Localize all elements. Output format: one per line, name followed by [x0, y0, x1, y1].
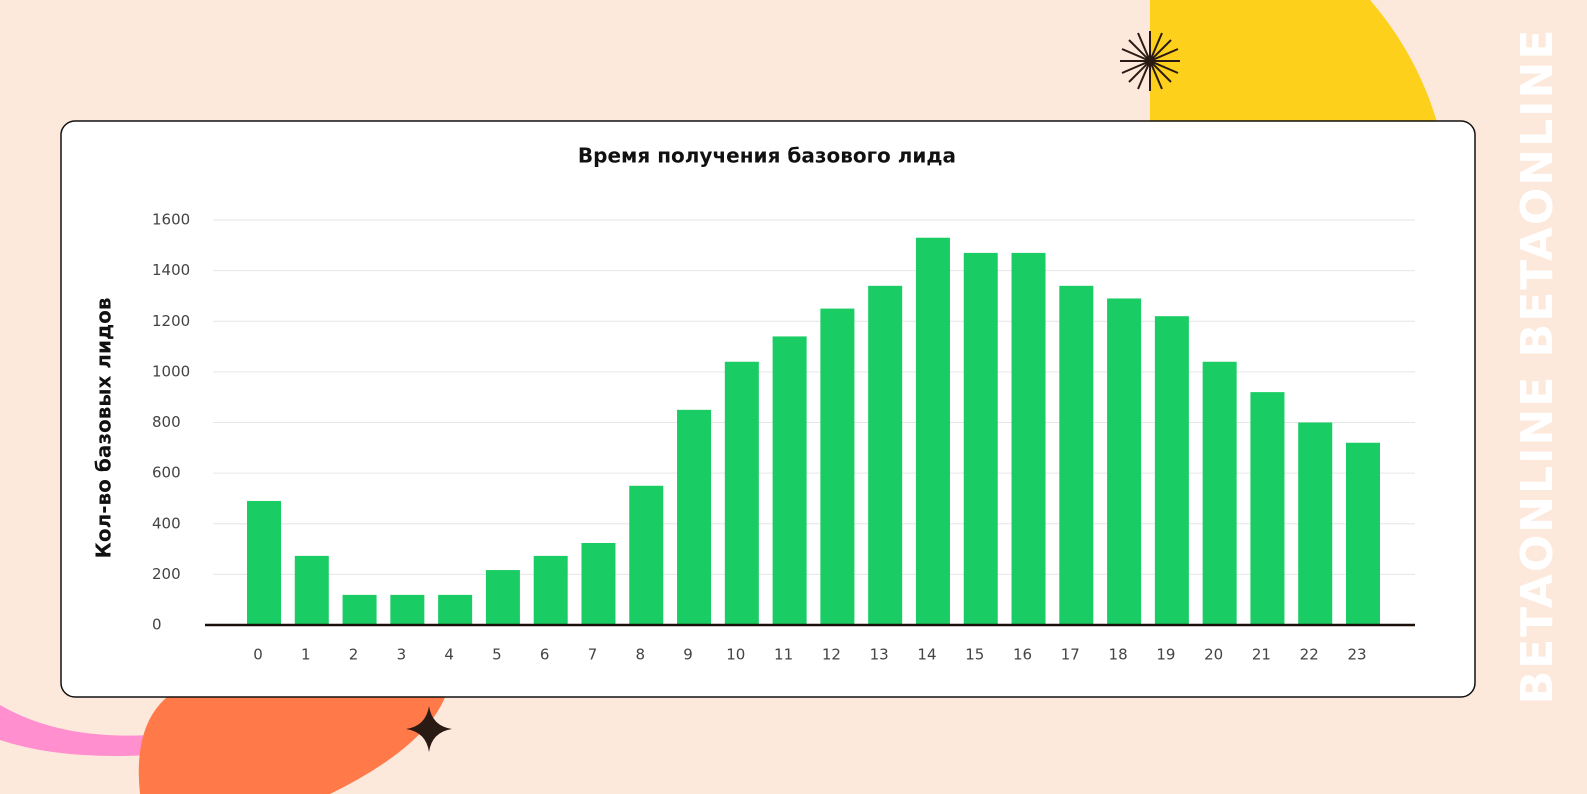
x-tick-label: 7 — [588, 646, 598, 664]
y-tick-label: 400 — [152, 514, 181, 532]
bar — [294, 555, 329, 625]
y-tick-label: 0 — [152, 616, 162, 634]
x-tick-label: 23 — [1347, 646, 1366, 664]
bar — [1059, 285, 1094, 625]
bar — [629, 485, 664, 625]
x-tick-label: 13 — [870, 646, 889, 664]
y-tick-label: 1200 — [152, 312, 190, 330]
orange-blob — [138, 680, 450, 794]
y-tick-label: 1400 — [152, 261, 190, 279]
watermark: BETAONLINE BETAONLINE — [1512, 28, 1563, 705]
bar — [963, 252, 998, 625]
x-tick-label: 12 — [822, 646, 841, 664]
bar — [533, 555, 568, 625]
x-tick-label: 15 — [965, 646, 984, 664]
x-tick-label: 3 — [397, 646, 407, 664]
x-tick-label: 14 — [917, 646, 936, 664]
bar — [772, 336, 807, 625]
x-tick-label: 6 — [540, 646, 550, 664]
bar — [1202, 361, 1237, 625]
x-tick-label: 10 — [726, 646, 745, 664]
bar — [1298, 422, 1333, 625]
bar — [724, 361, 759, 625]
x-tick-label: 19 — [1156, 646, 1175, 664]
pink-arc — [0, 705, 150, 756]
bar — [581, 542, 616, 625]
starburst — [1120, 31, 1180, 91]
x-tick-label: 5 — [492, 646, 502, 664]
bar — [1346, 442, 1380, 625]
y-tick-label: 600 — [152, 464, 181, 482]
chart-title: Время получения базового лида — [578, 144, 956, 168]
star — [406, 706, 452, 752]
y-tick-label: 800 — [152, 413, 181, 431]
x-tick-label: 8 — [635, 646, 645, 664]
bar — [247, 500, 281, 625]
x-tick-label: 18 — [1109, 646, 1128, 664]
x-tick-label: 22 — [1300, 646, 1319, 664]
bar — [342, 594, 377, 625]
y-tick-label: 200 — [152, 565, 181, 583]
bar — [677, 409, 712, 625]
x-tick-label: 21 — [1252, 646, 1271, 664]
x-tick-label: 9 — [683, 646, 693, 664]
x-tick-label: 2 — [349, 646, 359, 664]
bar — [390, 594, 425, 625]
bar — [1250, 392, 1285, 625]
x-tick-label: 17 — [1061, 646, 1080, 664]
x-tick-label: 20 — [1204, 646, 1223, 664]
x-tick-label: 11 — [774, 646, 793, 664]
bar — [1154, 316, 1189, 625]
y-axis-title: Кол-во базовых лидов — [92, 297, 116, 558]
bar — [868, 285, 903, 625]
bar — [820, 308, 855, 625]
x-tick-label: 16 — [1013, 646, 1032, 664]
bar — [1011, 252, 1046, 625]
x-tick-label: 0 — [253, 646, 263, 664]
bar — [1107, 298, 1142, 625]
bar — [438, 594, 473, 625]
bar — [485, 570, 520, 625]
bar — [915, 237, 950, 625]
y-tick-label: 1000 — [152, 362, 190, 380]
x-tick-label: 4 — [444, 646, 454, 664]
x-tick-label: 1 — [301, 646, 311, 664]
y-tick-label: 1600 — [152, 211, 190, 229]
